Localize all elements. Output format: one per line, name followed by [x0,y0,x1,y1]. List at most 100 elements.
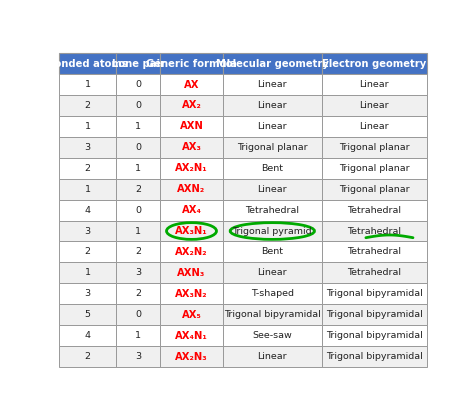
Bar [160,304,223,325]
Text: 2: 2 [135,248,141,256]
Text: Linear: Linear [257,268,287,277]
Text: AXN₂: AXN₂ [177,184,206,194]
Bar [116,200,160,220]
Text: 2: 2 [85,164,91,173]
Bar [59,116,116,137]
Text: 1: 1 [85,80,91,89]
Bar [59,283,116,304]
Text: 3: 3 [135,352,141,361]
Text: AX: AX [184,79,199,89]
Bar [223,220,322,241]
Bar [160,262,223,283]
Bar [59,325,116,346]
Text: See-saw: See-saw [253,331,292,340]
Text: AX₃: AX₃ [182,142,201,152]
Text: AXN₃: AXN₃ [177,268,206,278]
Bar [160,74,223,95]
Bar [223,158,322,179]
Text: Tetrahedral: Tetrahedral [246,206,299,215]
Bar [160,283,223,304]
Text: AX₂N₁: AX₂N₁ [175,163,208,173]
Text: Tetrahedral: Tetrahedral [347,268,401,277]
Text: Lone pair: Lone pair [112,59,165,69]
Bar [59,346,116,367]
Text: AX₂: AX₂ [182,100,201,110]
Bar [322,241,427,262]
Bar [223,53,322,74]
Bar [59,137,116,158]
Text: Linear: Linear [359,80,389,89]
Text: 1: 1 [135,164,141,173]
Bar [322,158,427,179]
Bar [160,158,223,179]
Text: Linear: Linear [257,122,287,131]
Text: 3: 3 [85,226,91,235]
Bar [59,200,116,220]
Bar [116,346,160,367]
Text: Trigonal bipyramidal: Trigonal bipyramidal [326,331,423,340]
Text: Trigonal bipyramidal: Trigonal bipyramidal [326,352,423,361]
Text: 1: 1 [135,122,141,131]
Text: 2: 2 [135,289,141,298]
Text: Generic formula: Generic formula [146,59,237,69]
Bar [160,95,223,116]
Bar [223,74,322,95]
Bar [223,262,322,283]
Text: 5: 5 [85,310,91,319]
Bar [160,53,223,74]
Text: Trigonal planar: Trigonal planar [339,164,410,173]
Text: Bent: Bent [261,164,283,173]
Bar [116,304,160,325]
Bar [223,179,322,200]
Text: 1: 1 [85,268,91,277]
Text: AX₃N₂: AX₃N₂ [175,289,208,299]
Bar [116,241,160,262]
Text: AX₅: AX₅ [182,310,201,320]
Text: T-shaped: T-shaped [251,289,294,298]
Bar [223,137,322,158]
Text: 3: 3 [135,268,141,277]
Text: 0: 0 [135,206,141,215]
Bar [160,116,223,137]
Text: Bonded atoms: Bonded atoms [47,59,128,69]
Bar [322,95,427,116]
Bar [59,95,116,116]
Text: AX₃N₁: AX₃N₁ [175,226,208,236]
Text: 4: 4 [85,206,91,215]
Text: 4: 4 [85,331,91,340]
Bar [59,53,116,74]
Bar [223,241,322,262]
Bar [223,116,322,137]
Text: 0: 0 [135,101,141,110]
Bar [116,283,160,304]
Text: 0: 0 [135,143,141,152]
Bar [116,137,160,158]
Text: Trigonal bipyramidal: Trigonal bipyramidal [326,310,423,319]
Bar [116,179,160,200]
Bar [322,137,427,158]
Bar [223,346,322,367]
Text: 3: 3 [85,143,91,152]
Text: Trigonal planar: Trigonal planar [339,143,410,152]
Text: 1: 1 [135,226,141,235]
Text: AX₄: AX₄ [182,205,201,215]
Text: Trigonal planar: Trigonal planar [237,143,308,152]
Bar [223,325,322,346]
Text: 2: 2 [85,101,91,110]
Text: Linear: Linear [359,101,389,110]
Text: Linear: Linear [257,352,287,361]
Text: 1: 1 [85,122,91,131]
Text: 2: 2 [85,352,91,361]
Bar [223,200,322,220]
Bar [116,74,160,95]
Bar [59,262,116,283]
Bar [116,220,160,241]
Text: 2: 2 [135,185,141,194]
Text: Trigonal pyramid: Trigonal pyramid [233,226,312,235]
Bar [322,74,427,95]
Bar [116,95,160,116]
Bar [322,220,427,241]
Bar [59,74,116,95]
Text: Bent: Bent [261,248,283,256]
Bar [160,200,223,220]
